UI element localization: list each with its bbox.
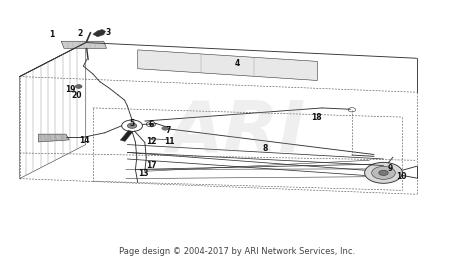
Polygon shape [93, 29, 106, 37]
Circle shape [372, 166, 395, 179]
Text: 17: 17 [146, 161, 156, 170]
Text: 19: 19 [65, 85, 76, 94]
Text: 11: 11 [164, 137, 175, 146]
Text: 9: 9 [388, 164, 393, 173]
Text: 7: 7 [166, 126, 171, 135]
Text: 3: 3 [106, 28, 111, 37]
Text: 2: 2 [77, 29, 83, 38]
Text: 8: 8 [263, 144, 268, 153]
Text: 4: 4 [234, 59, 240, 68]
Text: ARI: ARI [168, 97, 306, 166]
Circle shape [365, 162, 402, 183]
Circle shape [162, 127, 168, 130]
Polygon shape [38, 134, 69, 142]
Text: 20: 20 [71, 92, 82, 100]
Text: 1: 1 [49, 30, 55, 39]
Circle shape [75, 85, 82, 88]
Text: Page design © 2004-2017 by ARI Network Services, Inc.: Page design © 2004-2017 by ARI Network S… [119, 247, 355, 256]
Text: 10: 10 [396, 172, 407, 181]
Circle shape [149, 123, 153, 125]
Circle shape [379, 170, 388, 175]
Polygon shape [120, 130, 133, 141]
Circle shape [128, 123, 137, 128]
Text: 18: 18 [311, 113, 322, 122]
Text: 13: 13 [138, 169, 149, 178]
Text: 6: 6 [148, 120, 154, 129]
Polygon shape [61, 41, 107, 48]
Polygon shape [138, 50, 318, 80]
Text: 5: 5 [129, 119, 135, 128]
Text: 12: 12 [146, 137, 156, 146]
Text: 14: 14 [80, 136, 90, 145]
